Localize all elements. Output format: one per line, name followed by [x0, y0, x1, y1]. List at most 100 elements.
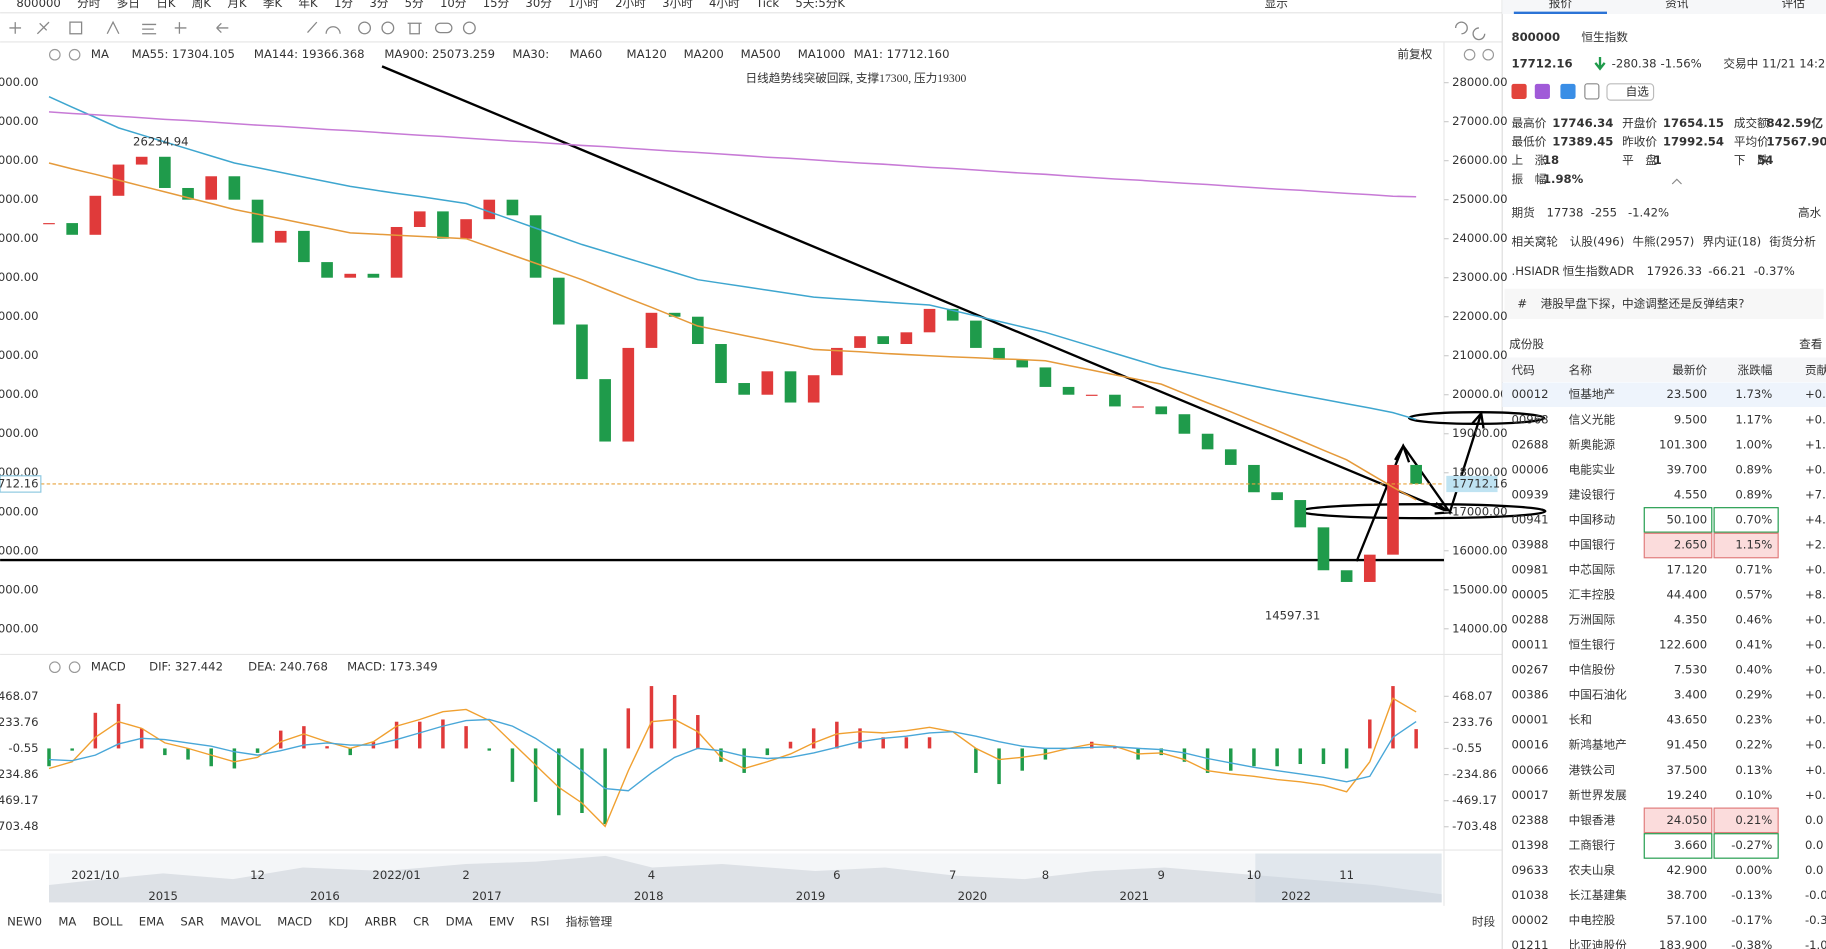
- warrant-link[interactable]: 界内证(18): [1702, 235, 1761, 249]
- table-cell[interactable]: 信义光能: [1569, 412, 1616, 426]
- settings-icon[interactable]: [49, 48, 61, 61]
- table-cell[interactable]: 中国银行: [1569, 537, 1616, 551]
- table-cell[interactable]: 00017: [1512, 788, 1549, 802]
- toolbar-item[interactable]: 5天:5分K: [795, 0, 845, 10]
- toolbar-item[interactable]: 日K: [156, 0, 176, 10]
- rect-tool[interactable]: [69, 21, 83, 35]
- table-cell[interactable]: 00939: [1512, 487, 1549, 501]
- table-cell[interactable]: 01038: [1512, 888, 1549, 902]
- components-more[interactable]: 查看: [1799, 337, 1822, 351]
- toolbar-item[interactable]: 30分: [525, 0, 552, 10]
- toolbar-item[interactable]: 15分: [483, 0, 510, 10]
- fib-tool[interactable]: [142, 23, 157, 35]
- hide-tool[interactable]: [381, 21, 395, 35]
- pattern-tool[interactable]: [106, 20, 120, 35]
- indicator-tab[interactable]: ARBR: [365, 915, 397, 929]
- toolbar-item[interactable]: 10分: [440, 0, 467, 10]
- table-cell[interactable]: 00968: [1512, 412, 1549, 426]
- table-cell[interactable]: 03988: [1512, 537, 1549, 551]
- table-cell[interactable]: 00011: [1512, 638, 1549, 652]
- line-tool[interactable]: [36, 21, 50, 35]
- settings-icon[interactable]: [49, 661, 61, 674]
- indicator-tab[interactable]: BOLL: [93, 915, 123, 929]
- watch-label[interactable]: 自选: [1626, 84, 1650, 98]
- indicator-tab[interactable]: KDJ: [328, 915, 348, 929]
- news-bar[interactable]: [1504, 288, 1824, 320]
- table-cell[interactable]: 工商银行: [1569, 838, 1616, 852]
- table-cell[interactable]: 新奥能源: [1569, 437, 1616, 451]
- indicator-tab[interactable]: SAR: [180, 915, 204, 929]
- table-cell[interactable]: 新鸿基地产: [1569, 738, 1627, 752]
- news-headline[interactable]: 港股早盘下探，中途调整还是反弹结束?: [1541, 296, 1745, 310]
- table-cell[interactable]: 00386: [1512, 688, 1549, 702]
- table-cell[interactable]: 00941: [1512, 512, 1549, 526]
- indicator-tab[interactable]: RSI: [531, 915, 550, 929]
- period-button[interactable]: 时段: [1472, 915, 1496, 929]
- table-cell[interactable]: 00288: [1512, 613, 1549, 627]
- watch-button[interactable]: [1606, 83, 1655, 101]
- table-cell[interactable]: 中国石油化: [1569, 688, 1628, 702]
- table-cell[interactable]: 建设银行: [1569, 487, 1616, 501]
- table-cell[interactable]: 01211: [1512, 938, 1549, 949]
- indicator-tab[interactable]: MACD: [277, 915, 312, 929]
- table-cell[interactable]: 新世界发展: [1569, 788, 1628, 802]
- close-icon[interactable]: [68, 48, 81, 61]
- arrow-tool[interactable]: [216, 22, 229, 34]
- brush-tool[interactable]: [307, 21, 341, 34]
- table-cell[interactable]: 中银香港: [1569, 813, 1616, 827]
- settings-tool[interactable]: [462, 21, 476, 35]
- table-cell[interactable]: 00001: [1512, 713, 1549, 727]
- table-cell[interactable]: 02688: [1512, 437, 1549, 451]
- table-cell[interactable]: 00066: [1512, 763, 1549, 777]
- table-cell[interactable]: 港铁公司: [1569, 763, 1616, 777]
- warrant-link[interactable]: 街货分析: [1769, 235, 1816, 249]
- toolbar-item[interactable]: 1小时: [568, 0, 599, 10]
- toolbar-item[interactable]: 5分: [405, 0, 424, 10]
- table-cell[interactable]: 农夫山泉: [1569, 863, 1616, 877]
- quote-tab[interactable]: 资讯: [1665, 0, 1689, 10]
- table-cell[interactable]: 00016: [1512, 738, 1549, 752]
- delete-tool[interactable]: [407, 22, 422, 35]
- toolbar-item[interactable]: 月K: [227, 0, 247, 10]
- table-cell[interactable]: 09633: [1512, 863, 1549, 877]
- table-cell[interactable]: 长江基建集: [1569, 888, 1628, 902]
- table-cell[interactable]: 中国移动: [1569, 512, 1616, 526]
- indicator-tab[interactable]: DMA: [446, 915, 473, 929]
- table-cell[interactable]: 02388: [1512, 813, 1549, 827]
- table-cell[interactable]: 电能实业: [1569, 462, 1616, 476]
- toolbar-item[interactable]: 2小时: [615, 0, 646, 10]
- indicator-tab[interactable]: CR: [413, 915, 429, 929]
- indicator-tab[interactable]: NEW0: [7, 915, 42, 929]
- quote-tab[interactable]: 报价: [1549, 0, 1573, 10]
- toolbar-item[interactable]: 4小时: [709, 0, 740, 10]
- quote-tab[interactable]: 评估: [1782, 0, 1806, 10]
- undo-redo[interactable]: [1454, 21, 1486, 41]
- indicator-tab[interactable]: MAVOL: [220, 915, 261, 929]
- link-tool[interactable]: [434, 22, 453, 34]
- minimize-icon[interactable]: [1463, 48, 1476, 61]
- indicator-tab[interactable]: MA: [58, 915, 76, 929]
- table-cell[interactable]: 00981: [1512, 562, 1549, 576]
- table-cell[interactable]: 万洲国际: [1569, 613, 1616, 627]
- toolbar-item[interactable]: 多日: [117, 0, 140, 10]
- table-cell[interactable]: 00006: [1512, 462, 1549, 476]
- toolbar-item[interactable]: 3分: [369, 0, 388, 10]
- table-cell[interactable]: 比亚迪股份: [1569, 938, 1628, 949]
- display-menu[interactable]: 显示: [1265, 0, 1288, 10]
- table-cell[interactable]: 01398: [1512, 838, 1549, 852]
- toolbar-item[interactable]: 800000: [16, 0, 60, 10]
- adjust-button[interactable]: 前复权: [1397, 47, 1432, 61]
- table-cell[interactable]: 恒生银行: [1569, 638, 1616, 652]
- table-cell[interactable]: 中芯国际: [1569, 562, 1616, 576]
- toolbar-item[interactable]: 3小时: [662, 0, 693, 10]
- table-cell[interactable]: 00002: [1512, 913, 1549, 927]
- measure-tool[interactable]: [174, 22, 187, 34]
- crosshair-tool[interactable]: [9, 22, 22, 34]
- table-cell[interactable]: 汇丰控股: [1569, 588, 1616, 602]
- toolbar-item[interactable]: 周K: [192, 0, 212, 10]
- indicator-tab[interactable]: 指标管理: [566, 915, 613, 929]
- toolbar-item[interactable]: 季K: [263, 0, 283, 10]
- indicator-tab[interactable]: EMA: [139, 915, 164, 929]
- toolbar-item[interactable]: 1分: [334, 0, 353, 10]
- table-cell[interactable]: 00012: [1512, 387, 1549, 401]
